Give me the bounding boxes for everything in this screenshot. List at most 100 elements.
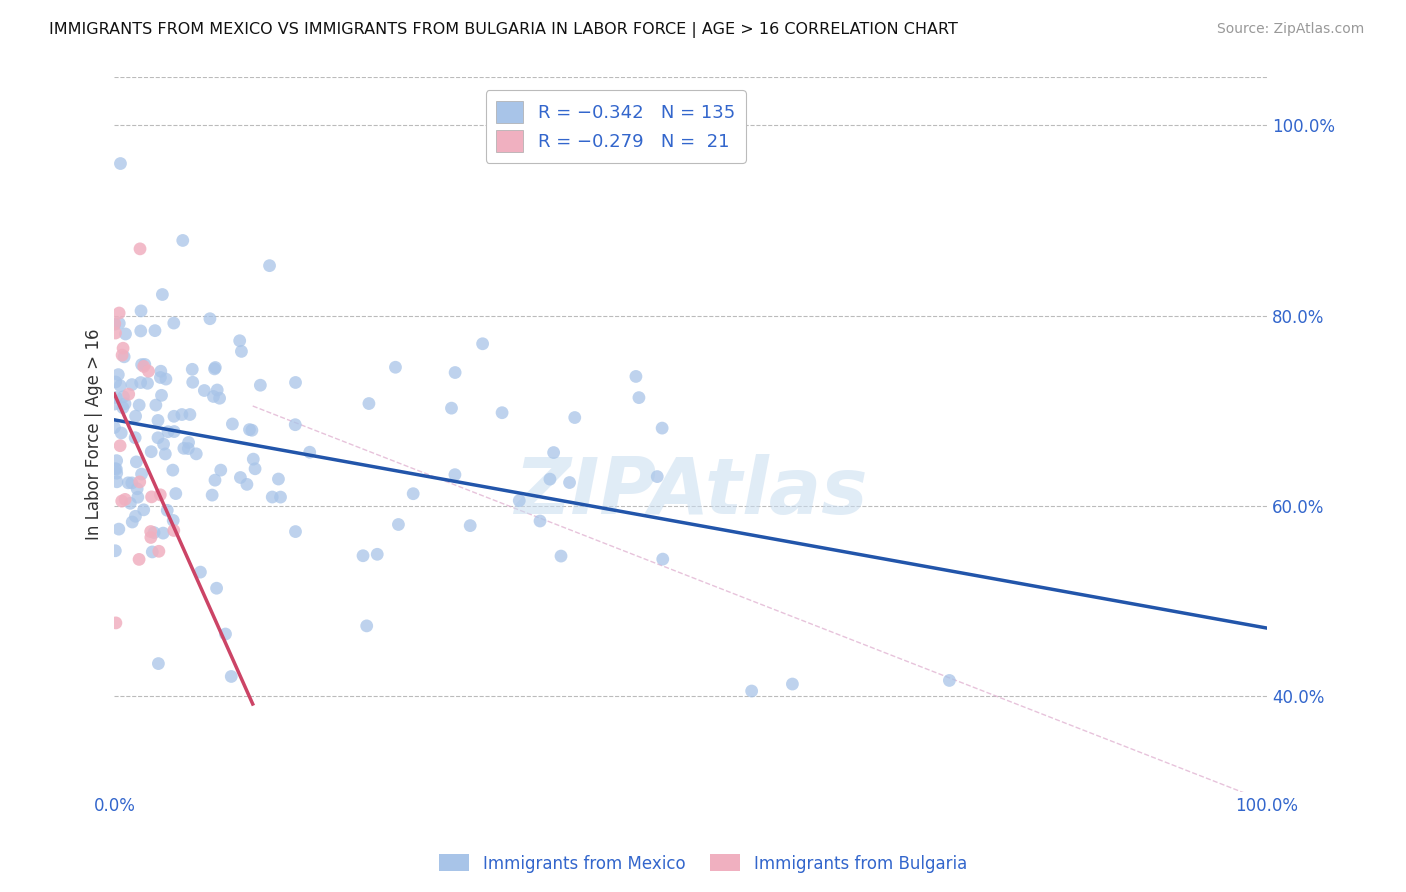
Point (384, 360, 406, 375)
Point (645, 469, 668, 483)
Point (143, 525, 166, 540)
Point (128, 552, 150, 566)
Point (229, 470, 252, 484)
Point (624, 369, 647, 384)
Point (114, 492, 136, 507)
Point (145, 398, 167, 412)
Point (138, 364, 160, 378)
Point (141, 490, 163, 504)
Point (214, 627, 236, 641)
Point (162, 513, 184, 527)
Point (148, 544, 170, 558)
Point (270, 490, 292, 504)
Point (124, 431, 146, 445)
Point (103, 420, 125, 434)
Point (205, 581, 228, 595)
Point (193, 384, 215, 398)
Point (267, 472, 290, 486)
Point (627, 391, 650, 405)
Point (152, 526, 174, 541)
Point (155, 447, 177, 461)
Point (262, 490, 284, 504)
Point (108, 439, 131, 453)
Point (231, 344, 253, 359)
Point (190, 565, 212, 579)
Point (491, 406, 513, 420)
Point (198, 311, 221, 326)
Point (104, 375, 127, 389)
Point (558, 475, 581, 490)
Point (242, 452, 264, 467)
Point (249, 378, 271, 392)
Point (141, 545, 163, 559)
Point (134, 358, 156, 372)
Point (110, 425, 132, 440)
Point (181, 362, 204, 376)
Point (114, 397, 136, 411)
Point (111, 494, 134, 508)
Point (550, 549, 572, 563)
Point (163, 409, 186, 424)
Point (124, 409, 146, 424)
Point (458, 518, 481, 533)
Point (240, 423, 263, 437)
Point (163, 425, 186, 439)
Point (110, 378, 132, 392)
Point (139, 531, 162, 545)
Point (284, 417, 307, 432)
Point (181, 376, 204, 390)
Point (112, 341, 135, 355)
Point (444, 467, 467, 482)
Point (110, 156, 132, 170)
Point (104, 317, 127, 331)
Point (356, 619, 378, 633)
Point (259, 259, 281, 273)
Point (402, 486, 425, 500)
Point (205, 383, 228, 397)
Point (201, 488, 224, 502)
Point (170, 408, 193, 422)
Point (352, 549, 374, 563)
Point (129, 304, 152, 318)
Point (157, 425, 180, 439)
Point (150, 287, 173, 301)
Point (108, 316, 131, 330)
Point (128, 475, 150, 489)
Point (444, 366, 467, 380)
Point (146, 413, 169, 427)
Point (228, 334, 250, 348)
Point (938, 673, 960, 688)
Point (104, 615, 127, 630)
Point (111, 348, 134, 362)
Point (105, 462, 128, 476)
Point (219, 669, 242, 683)
Point (112, 350, 135, 364)
Point (156, 503, 179, 517)
Point (143, 324, 166, 338)
Point (139, 524, 162, 539)
Point (148, 657, 170, 671)
Point (440, 401, 463, 416)
Point (564, 410, 586, 425)
Point (209, 463, 232, 477)
Point (471, 336, 494, 351)
Point (149, 370, 172, 384)
Point (108, 522, 131, 536)
Point (298, 445, 321, 459)
Point (118, 387, 141, 401)
Point (104, 461, 127, 475)
Point (104, 326, 127, 340)
Point (127, 482, 149, 496)
Point (165, 486, 187, 500)
Point (651, 421, 673, 435)
Point (141, 444, 163, 458)
Point (108, 306, 131, 320)
Point (741, 684, 763, 698)
Point (121, 475, 143, 490)
Point (125, 455, 148, 469)
Point (136, 376, 159, 391)
Point (782, 677, 804, 691)
Point (529, 514, 551, 528)
Point (357, 396, 380, 410)
Point (204, 473, 226, 487)
